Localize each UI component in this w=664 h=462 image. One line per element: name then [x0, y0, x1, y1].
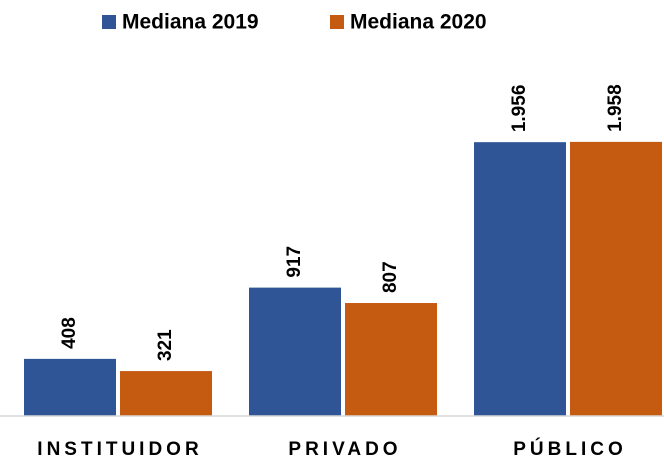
- value-label: 1.956: [509, 85, 530, 133]
- category-label: INSTITUIDOR: [37, 439, 202, 460]
- category-label: PÚBLICO: [513, 438, 627, 460]
- bar: [345, 303, 437, 416]
- bar: [24, 358, 116, 416]
- bar: [570, 141, 662, 416]
- value-label: 1.958: [605, 84, 626, 132]
- legend-text: Mediana 2019: [122, 11, 259, 34]
- category-label: PRIVADO: [288, 439, 401, 460]
- legend-swatch: [102, 15, 116, 29]
- value-label: 321: [155, 329, 176, 361]
- bar: [249, 287, 341, 416]
- value-label: 807: [380, 261, 401, 293]
- bar: [474, 142, 566, 416]
- legend-text: Mediana 2020: [350, 11, 487, 34]
- value-label: 408: [59, 317, 80, 349]
- value-label: 917: [284, 246, 305, 278]
- legend-swatch: [330, 15, 344, 29]
- bar: [120, 371, 212, 416]
